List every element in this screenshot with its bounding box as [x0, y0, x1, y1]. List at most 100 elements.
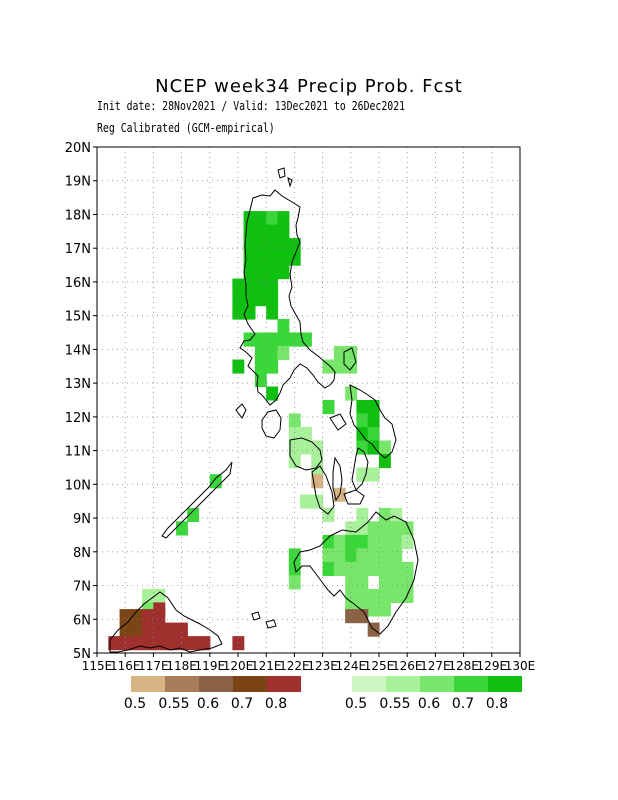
- batanes-island: [287, 177, 293, 188]
- dry-prob-cell: [187, 636, 200, 651]
- wet-prob-cell: [322, 507, 335, 522]
- wet-prob-cell: [401, 521, 414, 536]
- wet-prob-cell: [322, 359, 335, 374]
- wet-prob-cell: [345, 359, 358, 374]
- wet-prob-cell: [379, 521, 391, 536]
- wet-prob-cell: [356, 521, 369, 536]
- wet-prob-cell: [322, 534, 335, 549]
- dry-prob-cell: [130, 609, 143, 624]
- wet-prob-cell: [367, 400, 380, 415]
- wet-prob-cell: [367, 467, 380, 482]
- wet-prob-cell: [379, 602, 391, 617]
- wet-legend-swatch: [352, 676, 386, 692]
- wet-prob-cell: [390, 521, 403, 536]
- wet-prob-cell: [367, 427, 380, 442]
- wet-prob-cell: [401, 534, 414, 549]
- map-title: NCEP week34 Precip Prob. Fcst: [155, 76, 463, 97]
- panay-coast: [289, 437, 323, 471]
- wet-prob-cell: [277, 265, 290, 280]
- masbate-coast: [329, 413, 347, 431]
- wet-prob-cell: [288, 454, 301, 469]
- wet-prob-cell: [243, 332, 256, 347]
- wet-prob-cell: [254, 373, 267, 388]
- wet-prob-cell: [288, 413, 301, 428]
- lon-tick-label: 119E: [195, 659, 226, 673]
- wet-prob-cell: [142, 588, 154, 603]
- dry-prob-cell: [345, 609, 358, 624]
- wet-prob-cell: [390, 548, 403, 563]
- lat-tick-label: 19N: [65, 175, 91, 190]
- wet-prob-cell: [288, 332, 301, 347]
- sulu-island-1: [251, 611, 261, 621]
- wet-prob-cell: [345, 548, 358, 563]
- dry-prob-cell: [130, 636, 143, 651]
- wet-prob-cell: [232, 278, 245, 293]
- lon-tick-label: 120E: [223, 659, 254, 673]
- lat-tick-label: 9N: [73, 512, 91, 527]
- wet-legend-label: 0.6: [418, 696, 440, 712]
- wet-prob-cell: [300, 440, 312, 455]
- lat-tick-label: 17N: [65, 242, 91, 257]
- wet-prob-cell: [345, 521, 358, 536]
- wet-prob-cell: [356, 440, 369, 455]
- lon-tick-label: 128E: [448, 659, 479, 673]
- wet-prob-cell: [401, 588, 414, 603]
- wet-prob-cell: [401, 561, 414, 576]
- lat-tick-label: 18N: [65, 208, 91, 223]
- wet-prob-cell: [356, 413, 369, 428]
- lon-tick-label: 123E: [307, 659, 338, 673]
- dry-prob-cell: [153, 622, 166, 637]
- negros-coast: [311, 465, 335, 515]
- wet-prob-cell: [356, 588, 369, 603]
- lat-tick-label: 5N: [73, 647, 91, 662]
- wet-prob-cell: [266, 386, 279, 401]
- dry-prob-cell: [164, 622, 177, 637]
- lon-tick-label: 115E: [82, 659, 113, 673]
- wet-prob-cell: [243, 305, 256, 320]
- cebu-coast: [332, 456, 343, 502]
- wet-prob-cell: [232, 292, 245, 307]
- wet-prob-cell: [300, 427, 312, 442]
- wet-prob-cell: [311, 454, 324, 469]
- wet-prob-cell: [288, 251, 301, 266]
- lat-tick-label: 8N: [73, 546, 91, 561]
- wet-prob-cell: [300, 494, 312, 509]
- dry-legend-swatch: [199, 676, 233, 692]
- lon-tick-label: 116E: [110, 659, 141, 673]
- wet-prob-cell: [254, 251, 267, 266]
- lat-tick-label: 16N: [65, 276, 91, 291]
- dry-prob-cell: [119, 636, 132, 651]
- map-gridlines: [97, 147, 520, 653]
- leyte-coast: [351, 447, 369, 491]
- wet-prob-cell: [390, 561, 403, 576]
- dry-legend-label: 0.5: [124, 696, 146, 712]
- wet-prob-cell: [356, 575, 369, 590]
- wet-legend-label: 0.5: [345, 696, 367, 712]
- wet-prob-cell: [232, 359, 245, 374]
- lat-tick-label: 7N: [73, 580, 91, 595]
- wet-prob-cell: [322, 400, 335, 415]
- mindanao-coast: [293, 511, 419, 635]
- dry-legend-label: 0.6: [197, 696, 219, 712]
- wet-prob-cell: [254, 292, 267, 307]
- dry-legend-swatch: [165, 676, 199, 692]
- latitude-labels: 5N 6N 7N 8N 9N 10N 11N 12N 13N 14N 15N 16N 17N 18N 19N…: [65, 141, 97, 662]
- babuyan-island: [277, 167, 286, 179]
- mindoro-coast: [261, 409, 282, 439]
- wet-prob-cell: [333, 346, 346, 361]
- wet-prob-cell: [367, 588, 380, 603]
- wet-legend-label: 0.55: [379, 696, 410, 712]
- wet-prob-cell: [266, 359, 279, 374]
- lon-tick-label: 121E: [251, 659, 282, 673]
- dry-prob-cell: [311, 474, 324, 489]
- wet-prob-cell: [367, 534, 380, 549]
- lat-tick-label: 12N: [65, 411, 91, 426]
- dry-legend-swatch: [267, 676, 301, 692]
- wet-prob-cell: [390, 507, 403, 522]
- wet-prob-cell: [333, 548, 346, 563]
- dry-legend-swatch: [233, 676, 267, 692]
- wet-prob-cell: [277, 319, 290, 334]
- catanduanes-coast: [343, 347, 357, 371]
- wet-prob-cell: [266, 346, 279, 361]
